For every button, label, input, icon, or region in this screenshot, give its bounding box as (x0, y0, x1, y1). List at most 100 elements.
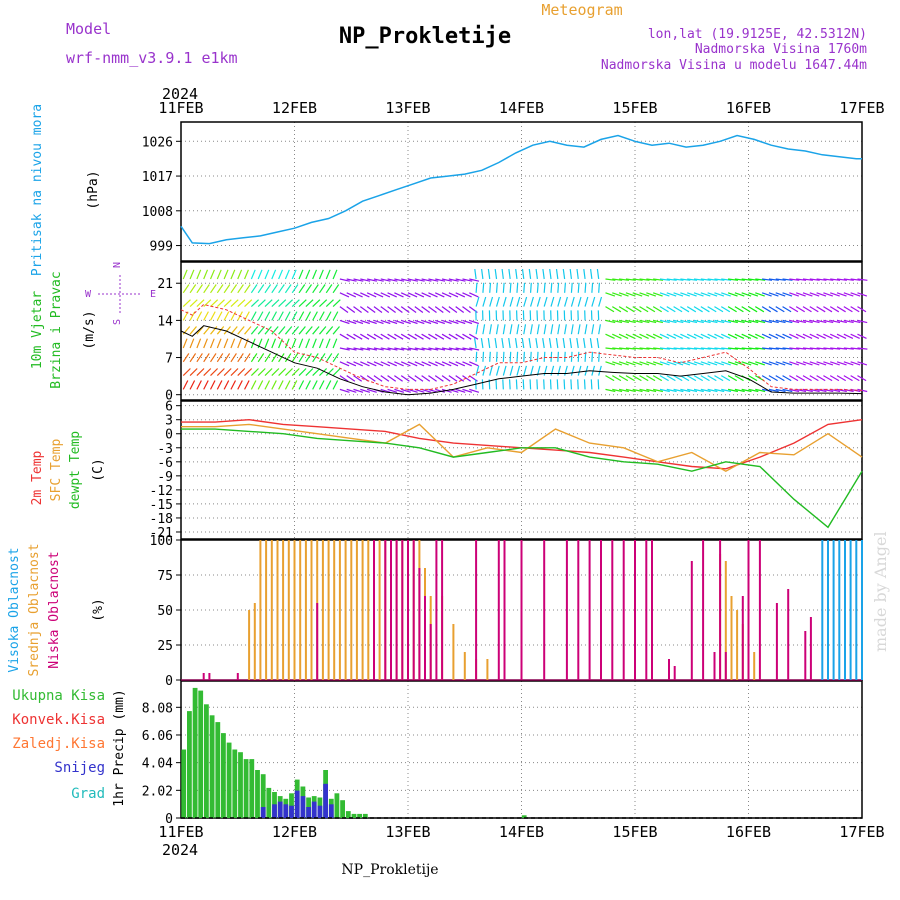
wind-barb (666, 333, 677, 339)
wind-barb (605, 361, 616, 366)
wind-barb (291, 299, 300, 308)
precip-bar (272, 804, 277, 818)
wind-barb (741, 278, 752, 281)
wind-barb (646, 375, 656, 382)
wind-barb (244, 353, 251, 363)
wind-barb (237, 326, 245, 335)
temp-series-line-1 (181, 423, 863, 472)
wind-barb (502, 365, 507, 376)
wind-barb (816, 306, 826, 313)
precip-bar (351, 813, 357, 818)
ytick-label: 1008 (142, 205, 173, 220)
wind-barb (223, 299, 232, 308)
ytick-label: -15 (150, 498, 173, 513)
cloud-bar (809, 617, 812, 680)
wind-barb (407, 347, 418, 351)
cloud-bar (321, 540, 324, 680)
wind-barb (332, 299, 341, 308)
wind-barb (325, 368, 334, 377)
ytick-label: 0 (165, 674, 173, 689)
wind-barb (284, 353, 292, 363)
cloud-bar (753, 652, 756, 680)
wind-barb (257, 368, 266, 377)
wind-barb (373, 361, 384, 367)
wind-barb (632, 347, 643, 350)
wind-barb (332, 326, 340, 335)
wind-barb (843, 292, 854, 297)
wind-barb (755, 361, 765, 366)
wind-barb (230, 269, 236, 280)
wind-barb (836, 319, 847, 324)
precip-bar (311, 801, 317, 818)
wind-barb (271, 380, 277, 390)
wind-barb (836, 333, 847, 339)
cloud-bar (316, 603, 319, 680)
wind-barb (857, 388, 868, 393)
wind-barb (809, 319, 820, 324)
wind-barb (693, 361, 704, 366)
wind-barb (346, 361, 357, 367)
wind-barb (809, 306, 819, 313)
wind-barb (203, 269, 209, 280)
wind-barb (455, 306, 465, 313)
wind-barb (487, 338, 491, 349)
ytick-label: 0 (165, 428, 173, 443)
wind-barb (332, 353, 340, 363)
wind-barb (325, 353, 333, 363)
wind-barb (264, 269, 270, 280)
wind-barb (516, 351, 519, 362)
wind-barb (796, 278, 807, 281)
wind-barb (216, 284, 224, 294)
wind-barb (482, 365, 487, 376)
cloud-bar (361, 540, 364, 680)
wind-barb (728, 347, 739, 350)
wind-barb (244, 269, 249, 280)
wind-barb (502, 296, 507, 307)
wind-barb (223, 380, 230, 390)
wind-barb (250, 299, 260, 308)
wind-barb (339, 347, 350, 351)
cloud-bar (520, 540, 523, 680)
wind-barb (502, 282, 505, 293)
wind-barb (448, 347, 459, 351)
wind-barb (312, 269, 318, 280)
cloud-bar (287, 540, 290, 680)
cloud-bar (775, 603, 778, 680)
wind-barb (434, 333, 445, 340)
wind-barb (782, 388, 793, 393)
wind-barb (421, 292, 431, 298)
wind-barb (562, 338, 566, 349)
wind-barb (652, 333, 663, 339)
dir-west: W (85, 289, 92, 300)
wind-barb (598, 365, 602, 376)
precip-bar (300, 796, 306, 818)
cloud-bar (713, 652, 716, 680)
wind-barb (400, 375, 410, 382)
wind-barb (414, 333, 424, 340)
cloud-bar (565, 540, 568, 680)
wind-barb (298, 269, 304, 280)
wind-barb (755, 388, 766, 393)
wind-barb (748, 278, 759, 281)
wind-barb (680, 319, 691, 324)
wind-barb (734, 292, 745, 297)
wind-barb (795, 333, 806, 339)
legend-total-rain: Ukupna Kisa (12, 688, 105, 704)
wind-barb (535, 338, 538, 349)
wind-barb (555, 338, 559, 349)
wind-barb (469, 319, 479, 325)
wind-barb (455, 278, 466, 282)
wind-barb (230, 338, 236, 349)
wind-barb (802, 333, 813, 339)
wind-barb (339, 361, 350, 367)
wind-barb (353, 375, 363, 382)
cloud-bar (378, 540, 381, 680)
wind-barb (563, 379, 566, 390)
wind-barb (802, 319, 813, 324)
wind-barb (407, 333, 417, 340)
wind-barb (366, 292, 377, 298)
wind-barb (278, 269, 284, 280)
wind-barb (339, 388, 350, 393)
wind-barb (216, 353, 224, 363)
wind-barb (543, 379, 545, 390)
